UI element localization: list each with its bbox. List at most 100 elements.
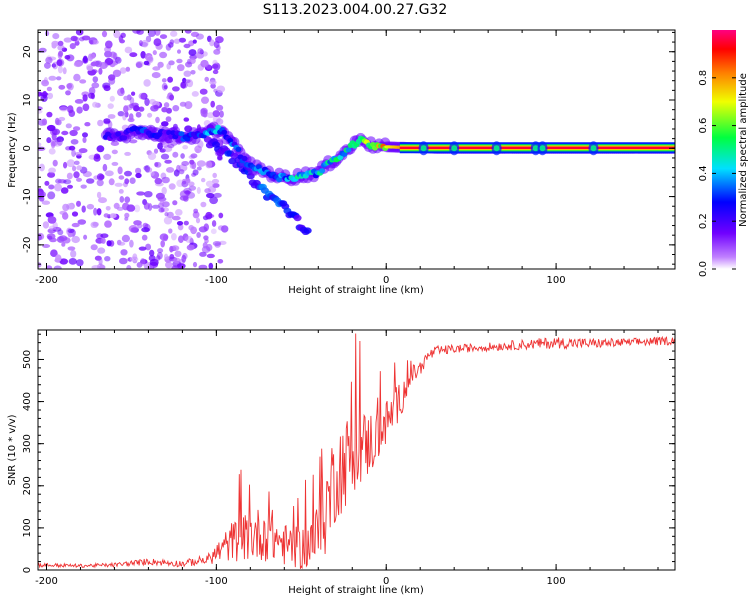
noise-speckle — [104, 57, 114, 66]
noise-speckle — [119, 196, 125, 203]
noise-speckle — [66, 83, 73, 89]
noise-speckle — [160, 153, 170, 160]
noise-speckle — [168, 228, 173, 234]
secondary-track-mark — [303, 227, 312, 234]
colorbar-tick-label: 0.2 — [698, 213, 709, 229]
noise-speckle — [212, 241, 222, 246]
noise-speckle — [172, 105, 180, 112]
noise-speckle — [57, 179, 67, 184]
noise-speckle — [183, 117, 190, 122]
noise-speckle — [132, 253, 138, 260]
noise-speckle — [158, 207, 165, 213]
noise-speckle — [164, 159, 172, 164]
noise-speckle — [196, 186, 201, 195]
noise-speckle — [48, 75, 57, 81]
noise-speckle — [50, 141, 56, 149]
noise-speckle — [119, 39, 125, 44]
noise-speckle — [168, 183, 176, 190]
noise-speckle — [103, 85, 111, 92]
noise-speckle — [190, 31, 200, 37]
noise-speckle — [135, 111, 142, 118]
noise-speckle — [140, 258, 146, 266]
noise-speckle — [213, 49, 221, 55]
noise-speckle — [56, 76, 62, 81]
y-tick-label: 100 — [22, 518, 33, 537]
noise-speckle — [199, 251, 207, 257]
noise-speckle — [152, 66, 161, 71]
noise-speckle — [124, 196, 131, 203]
noise-speckle — [181, 161, 190, 166]
noise-speckle — [219, 110, 224, 118]
noise-speckle — [136, 191, 146, 196]
noise-speckle — [124, 212, 130, 219]
noise-speckle — [157, 196, 167, 202]
noise-speckle — [105, 170, 114, 177]
noise-speckle — [62, 67, 67, 75]
noise-speckle — [159, 51, 168, 59]
noise-speckle — [113, 202, 120, 209]
noise-speckle — [153, 148, 159, 154]
noise-speckle — [169, 245, 174, 253]
noise-speckle — [54, 137, 62, 143]
noise-speckle — [97, 263, 105, 269]
noise-speckle — [106, 240, 112, 247]
noise-speckle — [147, 112, 153, 118]
noise-speckle — [141, 234, 148, 241]
noise-speckle — [144, 98, 150, 106]
noise-speckle — [155, 116, 160, 124]
noise-speckle — [129, 52, 138, 58]
main-track-mark — [319, 168, 325, 174]
noise-speckle — [189, 159, 195, 165]
spectrogram-xlabel: Height of straight line (km) — [288, 285, 424, 296]
noise-speckle — [135, 172, 142, 179]
noise-speckle — [196, 232, 201, 238]
noise-speckle — [170, 30, 178, 37]
main-track-mark — [235, 146, 242, 152]
noise-speckle — [177, 64, 185, 72]
colorbar-label: Normalized spectral amplitude — [738, 73, 749, 227]
main-track-mark — [341, 151, 348, 157]
noise-speckle — [59, 106, 68, 112]
noise-speckle — [148, 265, 154, 269]
noise-speckle — [54, 117, 60, 125]
noise-speckle — [92, 40, 99, 45]
secondary-track-mark — [293, 214, 302, 222]
noise-speckle — [149, 258, 159, 266]
noise-speckle — [57, 44, 65, 51]
noise-speckle — [188, 49, 197, 56]
noise-speckle — [184, 235, 193, 243]
noise-speckle — [92, 101, 99, 108]
noise-speckle — [204, 188, 211, 194]
noise-speckle — [113, 30, 121, 39]
noise-speckle — [182, 145, 189, 150]
noise-speckle — [117, 241, 126, 246]
main-track-mark — [345, 147, 352, 153]
x-tick-label: -200 — [35, 576, 58, 587]
noise-speckle — [40, 94, 48, 103]
noise-speckle — [183, 70, 192, 77]
noise-speckle — [47, 92, 54, 100]
noise-speckle — [100, 233, 109, 238]
noise-speckle — [74, 160, 80, 165]
noise-speckle — [38, 146, 46, 151]
noise-speckle — [79, 79, 87, 84]
noise-speckle — [104, 256, 111, 262]
noise-speckle — [105, 40, 113, 49]
noise-speckle — [66, 172, 73, 180]
main-track-mark — [184, 136, 191, 142]
noise-speckle — [129, 239, 134, 248]
noise-speckle — [38, 109, 43, 114]
noise-speckle — [61, 130, 69, 136]
noise-speckle — [74, 151, 83, 156]
noise-speckle — [57, 65, 63, 74]
noise-speckle — [97, 119, 104, 127]
y-tick-label: 200 — [22, 476, 33, 495]
noise-speckle — [75, 30, 84, 36]
noise-speckle — [101, 30, 108, 38]
noise-speckle — [198, 264, 208, 269]
noise-speckle — [166, 63, 171, 70]
noise-speckle — [172, 200, 178, 206]
colorbar-tick-label: 0.4 — [698, 165, 709, 181]
